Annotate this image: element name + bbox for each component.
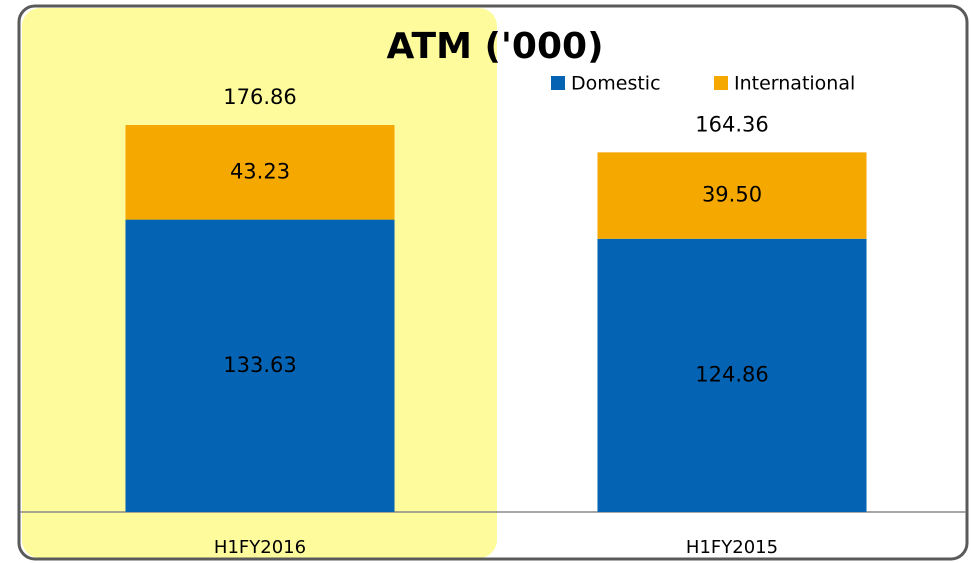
legend-label: Domestic bbox=[571, 73, 661, 95]
total-label: 164.36 bbox=[695, 112, 768, 136]
legend-swatch bbox=[551, 76, 565, 90]
legend-label: International bbox=[734, 73, 855, 95]
bar-segment bbox=[125, 125, 395, 220]
data-label: 124.86 bbox=[695, 362, 768, 386]
bar-segment bbox=[125, 219, 395, 512]
legend-swatch bbox=[714, 76, 728, 90]
bar-segment bbox=[597, 238, 867, 512]
frame bbox=[17, 4, 969, 561]
data-label: 133.63 bbox=[223, 353, 296, 377]
x-tick-label: H1FY2016 bbox=[214, 537, 306, 558]
data-label: 43.23 bbox=[230, 159, 290, 183]
data-label: 39.50 bbox=[702, 183, 762, 207]
x-tick-label: H1FY2015 bbox=[686, 537, 778, 558]
total-label: 176.86 bbox=[223, 85, 296, 109]
chart-title: ATM ('000) bbox=[386, 26, 603, 67]
bar-segment bbox=[597, 152, 867, 239]
